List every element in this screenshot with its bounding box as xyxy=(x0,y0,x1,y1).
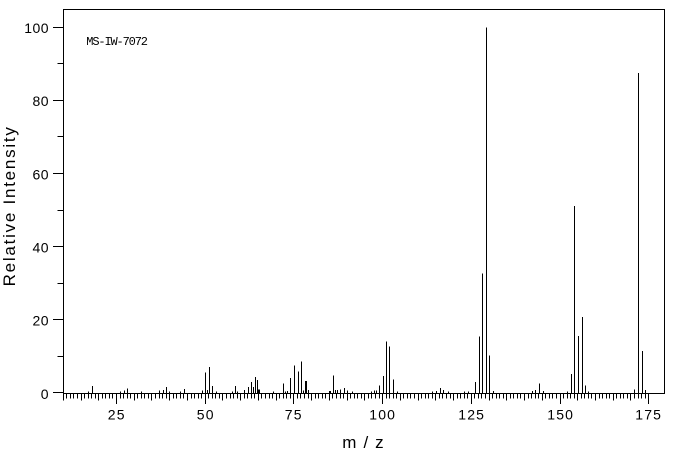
svg-text:125: 125 xyxy=(458,407,485,423)
svg-text:175: 175 xyxy=(635,407,662,423)
svg-text:80: 80 xyxy=(33,93,49,109)
svg-text:100: 100 xyxy=(369,407,396,423)
svg-text:Relative Intensity: Relative Intensity xyxy=(0,125,19,286)
svg-text:25: 25 xyxy=(108,407,126,423)
svg-text:40: 40 xyxy=(33,240,49,256)
svg-text:m/z: m/z xyxy=(342,433,390,452)
svg-text:50: 50 xyxy=(197,407,215,423)
svg-text:150: 150 xyxy=(547,407,574,423)
svg-text:20: 20 xyxy=(33,313,49,329)
svg-text:MS-IW-7072: MS-IW-7072 xyxy=(86,35,147,49)
svg-text:75: 75 xyxy=(285,407,303,423)
svg-text:60: 60 xyxy=(33,166,49,182)
svg-text:0: 0 xyxy=(41,386,49,402)
svg-text:100: 100 xyxy=(24,20,49,36)
